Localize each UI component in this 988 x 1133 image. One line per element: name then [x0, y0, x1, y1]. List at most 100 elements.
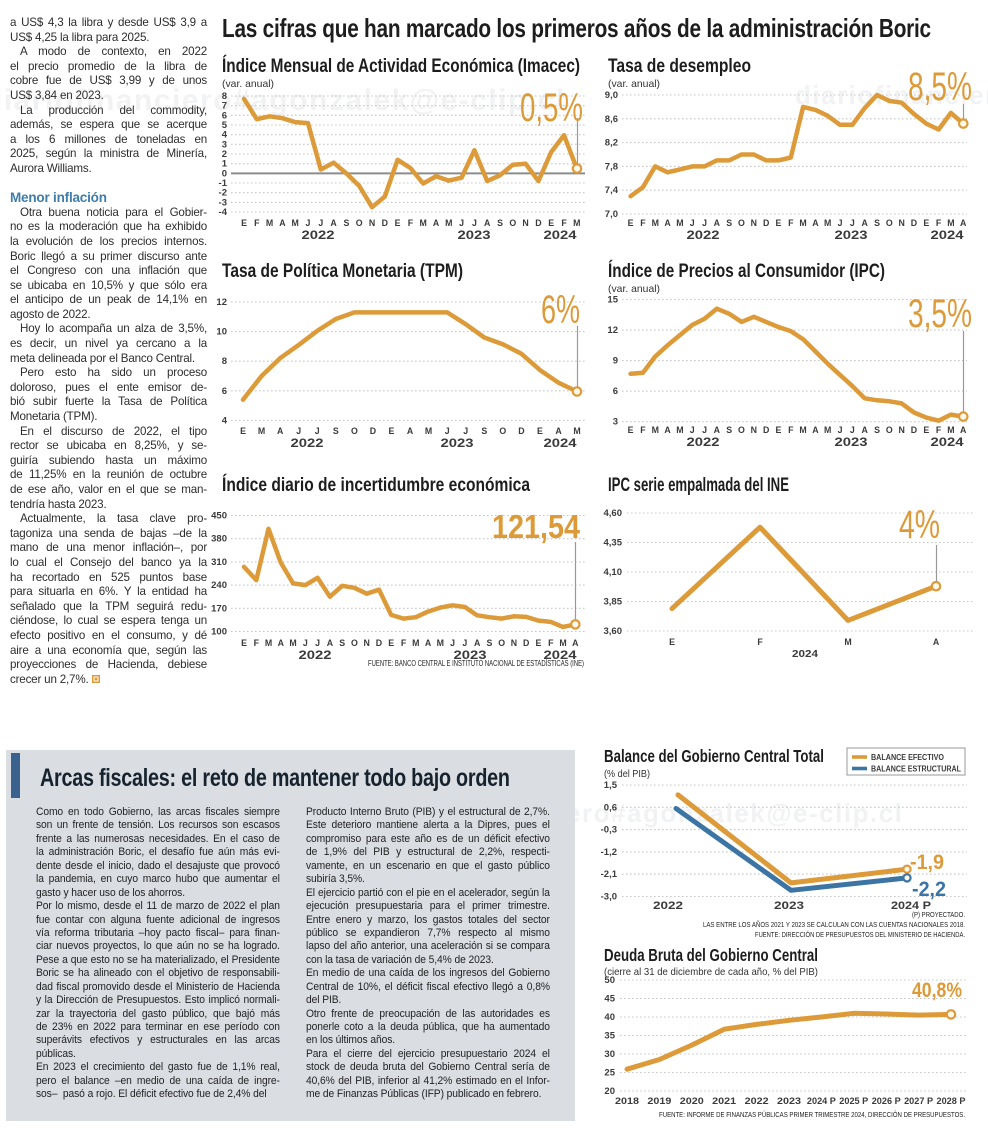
svg-text:A: A: [327, 638, 334, 648]
svg-text:J: J: [472, 218, 477, 228]
svg-text:J: J: [690, 425, 695, 435]
svg-text:M: M: [289, 638, 296, 648]
svg-text:M: M: [445, 218, 452, 228]
svg-text:M: M: [652, 425, 659, 435]
svg-text:M: M: [947, 218, 954, 228]
svg-text:E: E: [628, 218, 634, 228]
svg-text:J: J: [463, 426, 468, 436]
svg-text:9,0: 9,0: [605, 90, 618, 101]
svg-text:12: 12: [607, 325, 618, 336]
svg-text:LAS ENTRE LOS AÑOS 2021 Y 2023: LAS ENTRE LOS AÑOS 2021 Y 2023 SE CALCUL…: [703, 920, 965, 929]
svg-text:-4: -4: [219, 207, 228, 218]
svg-text:M: M: [799, 218, 806, 228]
svg-text:O: O: [351, 638, 358, 648]
svg-text:Índice de Precios al Consumido: Índice de Precios al Consumidor (IPC): [608, 260, 885, 282]
svg-text:450: 450: [211, 511, 227, 522]
svg-text:2022: 2022: [687, 230, 720, 242]
svg-text:A: A: [960, 425, 967, 435]
svg-text:M: M: [412, 638, 419, 648]
svg-text:M: M: [437, 638, 444, 648]
svg-text:A: A: [278, 638, 285, 648]
svg-text:E: E: [776, 218, 782, 228]
svg-text:M: M: [824, 218, 831, 228]
svg-text:J: J: [850, 425, 855, 435]
svg-text:S: S: [343, 218, 349, 228]
svg-text:N: N: [369, 218, 375, 228]
svg-text:A: A: [714, 218, 721, 228]
svg-text:D: D: [535, 218, 541, 228]
svg-text:2026 P: 2026 P: [872, 1096, 902, 1107]
svg-text:F: F: [640, 218, 646, 228]
svg-text:E: E: [628, 425, 634, 435]
svg-text:M: M: [258, 426, 265, 436]
svg-text:8: 8: [222, 356, 227, 367]
svg-text:8,6: 8,6: [605, 114, 618, 125]
svg-text:A: A: [433, 218, 440, 228]
svg-text:E: E: [388, 638, 394, 648]
svg-text:170: 170: [211, 603, 227, 614]
svg-text:A: A: [330, 218, 337, 228]
svg-text:F: F: [401, 638, 407, 648]
svg-text:2022: 2022: [302, 230, 335, 242]
svg-text:A: A: [664, 425, 671, 435]
svg-text:7: 7: [222, 101, 227, 112]
svg-text:F: F: [548, 638, 554, 648]
svg-text:A: A: [664, 218, 671, 228]
svg-text:E: E: [241, 638, 247, 648]
svg-text:121,54: 121,54: [492, 508, 581, 545]
svg-text:A: A: [812, 218, 819, 228]
svg-text:F: F: [936, 218, 942, 228]
svg-text:S: S: [726, 218, 732, 228]
svg-text:D: D: [763, 218, 769, 228]
svg-text:2024 P: 2024 P: [891, 900, 931, 912]
svg-text:FUENTE: INFORME DE FINANZAS PÚ: FUENTE: INFORME DE FINANZAS PÚBLICAS PRI…: [659, 1110, 965, 1119]
svg-text:J: J: [462, 638, 467, 648]
svg-text:-3: -3: [219, 197, 227, 208]
svg-text:N: N: [751, 425, 757, 435]
svg-text:7,0: 7,0: [605, 209, 618, 220]
svg-text:Índice diario de incertidumbre: Índice diario de incertidumbre económica: [222, 474, 530, 496]
svg-text:2024: 2024: [931, 437, 965, 449]
svg-text:F: F: [408, 218, 414, 228]
svg-text:J: J: [315, 426, 320, 436]
svg-text:Deuda Bruta del Gobierno Centr: Deuda Bruta del Gobierno Central: [604, 945, 818, 965]
svg-text:2024: 2024: [544, 230, 578, 242]
svg-text:O: O: [886, 218, 893, 228]
svg-text:2022: 2022: [291, 438, 324, 450]
svg-text:2023: 2023: [774, 900, 804, 912]
svg-text:12: 12: [216, 297, 227, 308]
svg-text:310: 310: [211, 557, 227, 568]
svg-text:J: J: [296, 426, 301, 436]
svg-text:N: N: [522, 218, 528, 228]
svg-text:M: M: [425, 426, 432, 436]
svg-text:E: E: [389, 426, 395, 436]
svg-text:2022: 2022: [299, 650, 332, 662]
svg-text:M: M: [292, 218, 299, 228]
svg-text:20: 20: [604, 1086, 615, 1097]
svg-text:40,8%: 40,8%: [912, 979, 962, 1002]
svg-text:0,5%: 0,5%: [520, 86, 583, 130]
svg-text:J: J: [838, 425, 843, 435]
svg-text:25: 25: [604, 1068, 615, 1079]
svg-text:A: A: [484, 218, 491, 228]
svg-text:Índice Mensual de Actividad Ec: Índice Mensual de Actividad Económica (I…: [222, 55, 580, 77]
svg-text:S: S: [339, 638, 345, 648]
svg-text:M: M: [799, 425, 806, 435]
svg-text:30: 30: [604, 1049, 615, 1060]
svg-text:A: A: [714, 425, 721, 435]
svg-text:4: 4: [222, 130, 228, 141]
svg-text:1,5: 1,5: [604, 780, 618, 791]
svg-text:4,35: 4,35: [604, 538, 623, 549]
svg-text:E: E: [669, 637, 675, 647]
svg-text:Tasa de desempleo: Tasa de desempleo: [608, 56, 751, 77]
svg-text:N: N: [898, 218, 904, 228]
svg-text:2024: 2024: [792, 648, 818, 660]
svg-text:2022: 2022: [653, 900, 683, 912]
svg-text:4%: 4%: [899, 503, 940, 547]
svg-text:4,60: 4,60: [604, 508, 623, 519]
svg-text:E: E: [548, 218, 554, 228]
svg-text:N: N: [898, 425, 904, 435]
svg-text:A: A: [279, 218, 286, 228]
svg-text:S: S: [497, 218, 503, 228]
svg-text:4,10: 4,10: [604, 567, 623, 578]
